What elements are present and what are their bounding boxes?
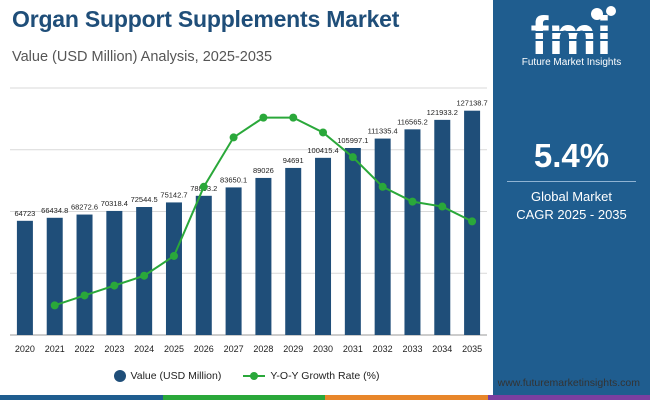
growth-point-2031 [348,153,357,162]
legend-bar-marker [113,370,126,382]
x-tick-label: 2028 [253,344,273,354]
bar-value-label: 68272.6 [71,203,98,212]
x-tick-label: 2034 [432,344,452,354]
x-tick-label: 2033 [402,344,422,354]
cagr-divider [507,181,636,182]
growth-point-2034 [438,202,447,211]
chart-area: 64723 2020 66434.8 2021 68272.6 2022 70318.4 20… [10,87,488,354]
bar-2021 [46,217,63,335]
growth-point-2030 [319,128,328,137]
logo-globe-icon [591,8,603,20]
bottom-bar-segment [487,395,650,400]
legend-line-marker [243,370,266,382]
fmi-logo: fmi [515,6,628,66]
legend-bar-label: Value (USD Million) [130,370,222,382]
x-tick-label: 2027 [224,344,244,354]
bottom-bar-segment [0,395,163,400]
growth-point-2032 [378,182,387,191]
growth-point-2022 [80,291,89,300]
legend-item-value: Value (USD Million) [113,370,222,382]
logo-leaf-icon [606,6,616,16]
bar-value-label: 89026 [253,166,274,175]
bar-2027 [225,187,242,335]
bar-value-label: 100415.4 [307,146,338,155]
x-tick-label: 2024 [134,344,154,354]
legend-line-label: Y-O-Y Growth Rate (%) [270,370,380,382]
growth-point-2028 [259,113,268,122]
growth-point-2035 [468,217,477,226]
bar-value-label: 94691 [283,156,304,165]
growth-point-2025 [169,251,178,260]
x-tick-label: 2031 [343,344,363,354]
x-tick-label: 2021 [45,344,65,354]
bottom-bar-segment [325,395,488,400]
legend-item-growth: Y-O-Y Growth Rate (%) [243,370,379,382]
bar-value-label: 111335.4 [368,127,398,136]
growth-point-2024 [140,271,149,280]
website-link[interactable]: www.futuremarketinsights.com [497,377,640,389]
logo-subtitle: Future Market Insights [521,57,622,68]
growth-point-2029 [289,113,298,122]
x-tick-label: 2035 [462,344,482,354]
bar-2028 [255,177,272,335]
x-tick-label: 2030 [313,344,333,354]
x-tick-label: 2032 [373,344,393,354]
x-tick-label: 2026 [194,344,214,354]
x-tick-label: 2025 [164,344,184,354]
bar-2032 [374,138,391,335]
bar-2034 [434,119,451,335]
bar-value-label: 64723 [14,209,35,218]
bottom-color-bar [0,395,650,400]
bar-value-label: 127138.7 [456,99,487,108]
bar-value-label: 72544.5 [131,195,158,204]
bar-value-label: 83650.1 [220,175,247,184]
growth-point-2026 [199,182,208,191]
bar-2022 [76,214,93,335]
bar-value-label: 121933.2 [427,108,458,117]
cagr-value: 5.4% [533,137,610,174]
chart-legend: Value (USD Million) Y-O-Y Growth Rate (%… [0,370,493,382]
bar-2024 [136,207,153,335]
bar-value-label: 116565.2 [397,117,428,126]
bar-2029 [285,167,302,335]
growth-point-2023 [110,281,119,290]
bar-2031 [344,147,361,335]
bar-value-label: 70318.4 [101,199,128,208]
x-tick-label: 2023 [104,344,124,354]
bar-value-label: 105997.1 [337,136,368,145]
cagr-label-line1: Global Market [531,189,612,204]
chart-subtitle: Value (USD Million) Analysis, 2025-2035 [12,49,273,65]
sidebar-panel: fmi Future Market Insights 5.4% Global M… [493,0,650,395]
chart-title: Organ Support Supplements Market [12,6,400,32]
x-tick-label: 2022 [75,344,95,354]
cagr-label-line2: CAGR 2025 - 2035 [516,207,627,222]
cagr-label: Global Market CAGR 2025 - 2035 [493,188,650,224]
x-tick-label: 2029 [283,344,303,354]
bar-value-label: 75142.7 [160,190,187,199]
bar-2025 [165,202,182,335]
x-tick-label: 2020 [15,344,35,354]
bar-2030 [315,157,332,335]
bar-value-label: 66434.8 [41,206,68,215]
bar-2033 [404,129,421,335]
bar-2023 [106,210,123,335]
bottom-bar-segment [162,395,325,400]
growth-point-2027 [229,133,238,142]
growth-point-2021 [50,301,59,310]
bar-2020 [16,220,33,335]
growth-point-2033 [408,197,417,206]
bar-2026 [195,195,212,335]
